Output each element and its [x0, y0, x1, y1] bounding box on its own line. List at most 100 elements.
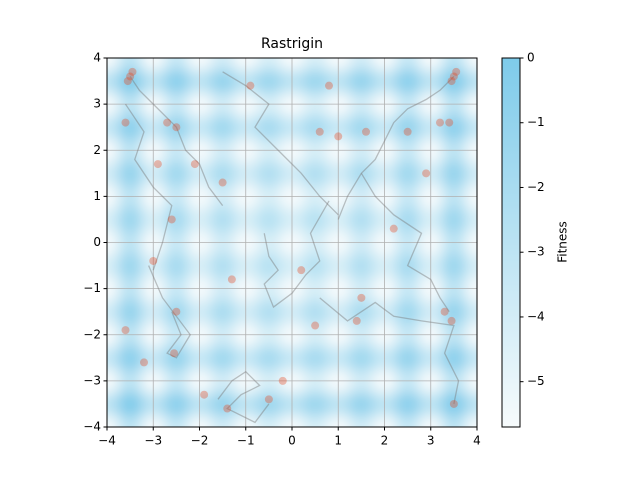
heat-cell: [396, 207, 420, 232]
heat-cell: [465, 392, 477, 416]
point: [440, 307, 449, 316]
heat-cell: [303, 415, 328, 427]
trajectory: [337, 75, 455, 220]
point: [121, 326, 130, 335]
y-tick-label: −3: [83, 373, 101, 387]
trajectory: [148, 265, 192, 359]
heat-cell: [396, 300, 420, 324]
heat-cell: [442, 58, 466, 71]
heat-cell: [257, 392, 281, 416]
chart-title: Rastrigin: [261, 36, 323, 52]
heat-cell: [164, 58, 189, 71]
heat-cell: [107, 346, 120, 370]
heat-cell: [118, 115, 143, 140]
heat-cell: [442, 207, 466, 232]
point: [447, 316, 456, 325]
heat-cell: [349, 161, 374, 186]
heat-cell: [164, 161, 189, 186]
point: [223, 404, 232, 413]
point: [128, 67, 137, 76]
heat-cell: [107, 300, 120, 324]
trajectory: [319, 297, 460, 405]
heat-cell: [349, 58, 374, 71]
y-tick-label: 3: [93, 97, 101, 111]
heat-cell: [303, 115, 328, 140]
point: [172, 307, 181, 316]
point: [452, 67, 461, 76]
colorbar-label: Fitness: [556, 221, 570, 263]
heat-cell: [349, 207, 374, 232]
x-tick-label: −2: [191, 434, 209, 448]
heat-cell: [303, 346, 328, 370]
heat-cell: [107, 161, 120, 186]
point: [445, 118, 454, 127]
heat-cell: [349, 346, 374, 370]
heat-cell: [211, 415, 235, 427]
heat-cell: [257, 300, 281, 324]
heat-cell: [396, 58, 420, 71]
heat-cell: [118, 415, 143, 427]
point: [449, 72, 458, 81]
x-tick-label: −1: [237, 434, 255, 448]
heat-cell: [396, 69, 420, 94]
heat-cell: [107, 254, 120, 278]
heat-cell: [164, 392, 189, 416]
point: [311, 321, 320, 330]
point: [362, 127, 370, 136]
axes: −4 −3 −2 −1 0 1 2 3 4 −4 −3 −2 −1 0 1 2 3 4 0 −1 −2 −3 −4 −5: [83, 51, 544, 448]
heat-cell: [303, 300, 328, 324]
heat-cell: [396, 415, 420, 427]
trajectory: [217, 370, 270, 424]
point: [172, 123, 181, 132]
heat-cell: [164, 300, 189, 324]
heat-cell: [349, 300, 374, 324]
heat-cell: [442, 415, 466, 427]
heat-cell: [465, 69, 477, 94]
point: [334, 132, 343, 141]
point: [170, 349, 179, 358]
heat-cell: [257, 415, 281, 427]
point: [126, 72, 135, 81]
y-tick-label: −2: [83, 327, 101, 341]
heat-cell: [164, 115, 189, 140]
points: [121, 67, 461, 413]
heat-cell: [257, 254, 281, 278]
point: [325, 81, 333, 90]
point: [449, 399, 458, 408]
point: [227, 275, 236, 284]
heat-cell: [118, 207, 143, 232]
heat-cell: [257, 58, 281, 71]
point: [190, 160, 199, 169]
heat-cell: [349, 69, 374, 94]
heat-cell: [257, 346, 281, 370]
colorbar-tick-label: −2: [527, 180, 545, 194]
heat-cell: [442, 115, 466, 140]
x-tick-label: 0: [288, 434, 296, 448]
heat-cell: [442, 69, 466, 94]
heat-cell: [442, 161, 466, 186]
y-tick-label: −1: [83, 281, 101, 295]
heat-cell: [211, 346, 235, 370]
point: [149, 256, 158, 265]
point: [167, 215, 176, 224]
heat-cell: [211, 207, 235, 232]
heat-cell: [164, 346, 189, 370]
heat-cell: [442, 254, 466, 278]
heat-cell: [107, 392, 120, 416]
point: [153, 160, 162, 169]
heat-cell: [396, 254, 420, 278]
heat-cell: [257, 115, 281, 140]
trajectory: [360, 172, 450, 313]
point: [246, 81, 255, 90]
heat-cell: [164, 69, 189, 94]
point: [163, 118, 172, 127]
trajectory: [263, 200, 330, 309]
heat-cell: [465, 207, 477, 232]
point: [278, 376, 287, 385]
heat-cell: [349, 254, 374, 278]
heat-cell: [442, 300, 466, 324]
heat-cell: [118, 69, 143, 94]
heat-cell: [164, 254, 189, 278]
colorbar-tick-label: −3: [527, 245, 545, 259]
